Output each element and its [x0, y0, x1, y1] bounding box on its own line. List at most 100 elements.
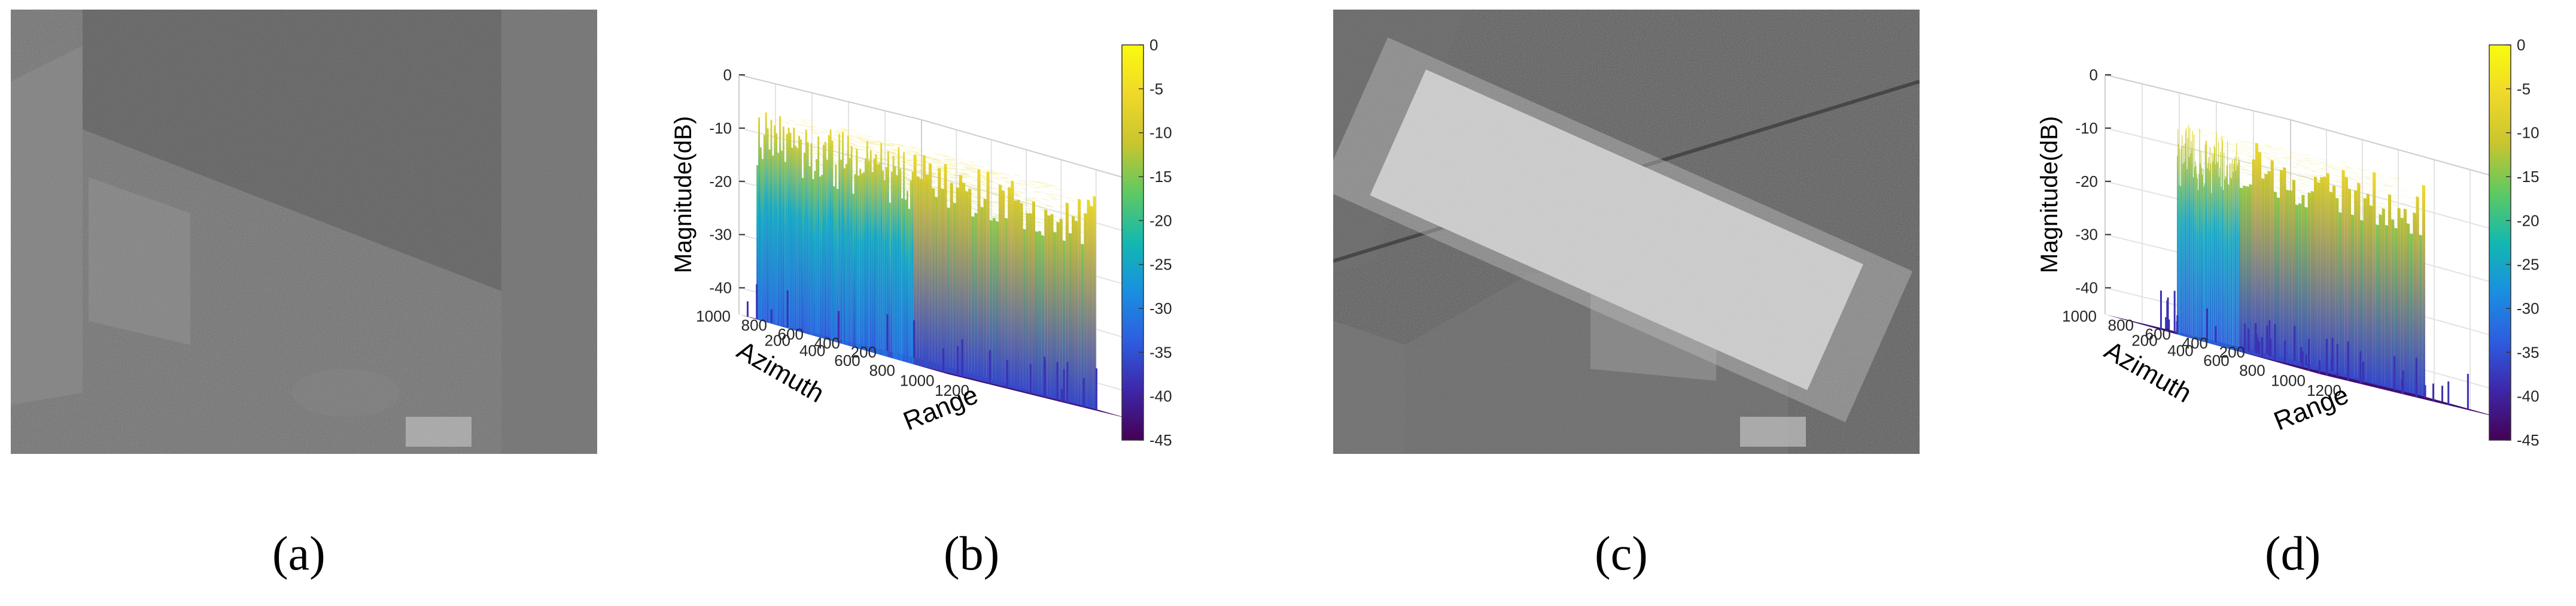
surface-strip	[1053, 231, 1057, 400]
surface-cell	[2282, 174, 2290, 176]
surface-strip	[824, 141, 826, 340]
surface-cell	[2288, 169, 2297, 172]
surface-cell	[2335, 195, 2343, 197]
surface-cell	[2260, 155, 2268, 157]
surface-cell	[2346, 192, 2355, 195]
surface-cell	[937, 193, 948, 196]
surface-cell	[868, 153, 880, 156]
surface-cell	[941, 162, 952, 166]
surface-cell	[2239, 168, 2247, 171]
surface-cell	[892, 187, 903, 190]
surface-cell	[2307, 180, 2315, 182]
surface-strip	[758, 117, 760, 320]
surface-cell	[933, 174, 944, 177]
surface-cell	[2359, 207, 2368, 209]
surface-cell	[978, 207, 989, 210]
surface-cell	[892, 179, 903, 182]
surface-cell	[2276, 181, 2284, 184]
z-tick-label: -40	[709, 279, 732, 297]
surface-cell	[2310, 171, 2319, 173]
surface-cell	[1013, 205, 1024, 208]
surface-cell	[822, 165, 832, 168]
surface-strip	[2243, 185, 2246, 353]
surface-cell	[2265, 145, 2274, 147]
surface-cell	[921, 190, 932, 193]
surface-cell	[954, 192, 965, 195]
surface-cell	[2296, 196, 2305, 199]
surface-cell	[2225, 146, 2234, 148]
surface-cell	[832, 134, 843, 138]
surface-cell	[2290, 157, 2298, 159]
surface-strip	[919, 178, 923, 367]
surface-cell	[939, 169, 950, 173]
surface-cell	[2384, 216, 2392, 218]
surface-cell	[836, 167, 847, 171]
surface-cell	[2350, 184, 2358, 187]
surface-cell	[2235, 149, 2243, 151]
surface-cell	[883, 190, 894, 193]
surface-cell	[949, 176, 960, 179]
surface-cell	[869, 140, 880, 143]
surface-cell	[2192, 163, 2201, 166]
surface-strip	[2183, 145, 2184, 337]
surface-cell	[955, 180, 966, 183]
surface-cell	[802, 164, 813, 167]
range-tick-label: 1000	[900, 371, 935, 389]
surface-cell	[824, 163, 835, 166]
surface-cell	[2353, 183, 2362, 186]
surface-strip	[2347, 188, 2351, 379]
surface-cell	[883, 177, 895, 180]
surface-cell	[2387, 177, 2396, 180]
surface-cell	[2316, 167, 2325, 170]
surface-cell	[2255, 178, 2263, 180]
surface-strip	[765, 112, 767, 323]
surface-cell	[989, 179, 999, 182]
surface-cell	[2343, 165, 2352, 168]
surface-cell	[873, 186, 884, 189]
surface-strip	[774, 125, 776, 325]
surface-cell	[2258, 152, 2266, 154]
surface-cell	[957, 171, 968, 174]
surface-cell	[2380, 184, 2389, 187]
surface-cell	[904, 178, 914, 181]
colorbar-tick-label: -5	[2517, 80, 2531, 98]
surface-strip	[1059, 218, 1063, 401]
surface-cell	[926, 180, 938, 183]
surface-cell	[2292, 187, 2300, 190]
surface-cell	[2348, 201, 2356, 204]
surface-cell	[889, 154, 899, 157]
surface-cell	[2332, 175, 2341, 177]
surface-cell	[2349, 207, 2357, 210]
surface-cell	[931, 186, 942, 189]
surface-cell	[860, 176, 871, 180]
surface-cell	[935, 152, 946, 156]
surface-cell	[874, 159, 885, 163]
surface-cell	[892, 161, 902, 164]
surface-cell	[998, 186, 1009, 189]
surface-cell	[2240, 183, 2249, 186]
surface-cell	[1011, 194, 1022, 198]
surface-cell	[2252, 169, 2260, 172]
surface-strip	[789, 132, 792, 329]
surface-strip	[823, 144, 825, 339]
surface-cell	[830, 153, 841, 156]
surface-cell	[2315, 162, 2323, 165]
surface-cell	[933, 186, 944, 189]
surface-cell	[823, 146, 834, 149]
surface-cell	[935, 190, 946, 193]
surface-cell	[2347, 196, 2356, 199]
surface-cell	[2262, 152, 2270, 154]
surface-cell	[944, 160, 954, 164]
surface-cell	[2312, 175, 2320, 178]
colorbar-tick-label: -40	[1149, 387, 1172, 405]
surface-cell	[1012, 181, 1023, 185]
surface-strip	[2351, 214, 2355, 380]
surface-cell	[2237, 143, 2245, 145]
surface-strip	[907, 190, 908, 363]
surface-cell	[926, 174, 937, 177]
surface-cell	[970, 184, 981, 188]
surface-cell	[2338, 209, 2347, 211]
surface-strip	[2317, 182, 2320, 371]
surface-cell	[2212, 166, 2220, 168]
surface-strip	[779, 116, 781, 326]
